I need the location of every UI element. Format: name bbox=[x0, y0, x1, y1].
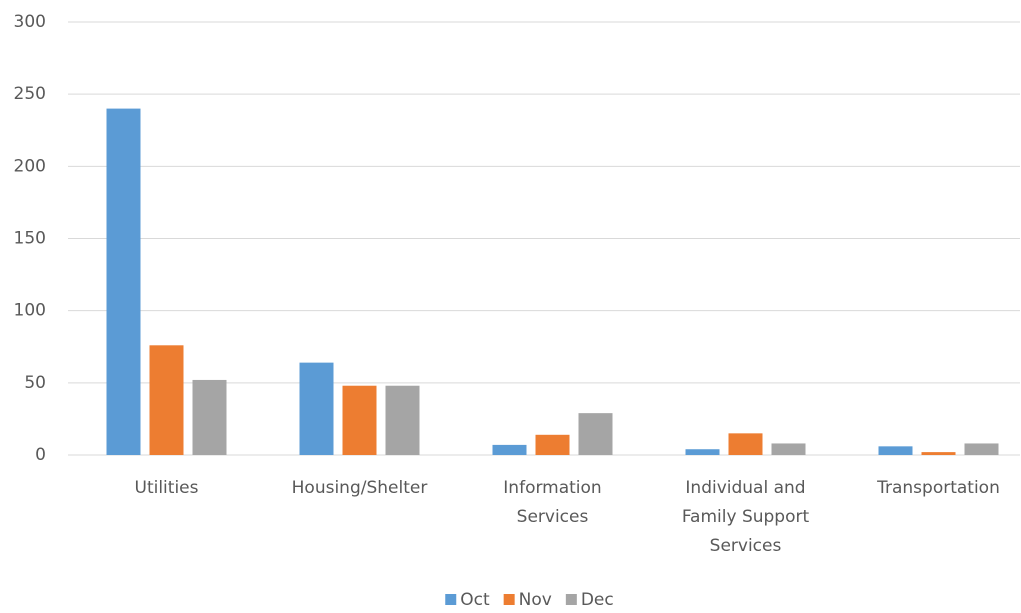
x-tick-label: Housing/Shelter bbox=[292, 478, 428, 498]
bar bbox=[106, 108, 141, 455]
legend: Oct Nov Dec bbox=[445, 590, 614, 610]
bar bbox=[385, 385, 420, 455]
x-tick-label: Transportation bbox=[876, 478, 1000, 498]
bar bbox=[964, 443, 999, 455]
legend-label: Dec bbox=[581, 590, 614, 609]
x-tick-label: Information Services bbox=[503, 478, 601, 527]
y-tick-label: 250 bbox=[14, 84, 46, 104]
y-tick-label: 50 bbox=[24, 373, 46, 393]
legend-swatch bbox=[565, 594, 577, 605]
bar bbox=[578, 413, 613, 455]
bar bbox=[921, 452, 956, 455]
legend-swatch bbox=[503, 594, 515, 605]
legend-label: Oct bbox=[460, 590, 490, 609]
bar bbox=[299, 362, 334, 455]
bar bbox=[342, 385, 377, 455]
y-tick-label: 0 bbox=[35, 445, 46, 465]
bar bbox=[492, 444, 527, 455]
bar bbox=[878, 446, 913, 455]
bar bbox=[771, 443, 806, 455]
bar bbox=[149, 345, 184, 455]
bar bbox=[192, 379, 227, 455]
x-tick-label: Individual and Family Support Services bbox=[682, 478, 810, 556]
legend-swatch bbox=[445, 594, 457, 605]
bar bbox=[728, 433, 763, 455]
y-tick-label: 100 bbox=[14, 301, 46, 321]
y-tick-label: 300 bbox=[14, 12, 46, 32]
y-tick-label: 200 bbox=[14, 156, 46, 176]
legend-label: Nov bbox=[519, 590, 552, 609]
x-tick-label: Utilities bbox=[135, 478, 199, 498]
y-tick-label: 150 bbox=[14, 229, 46, 249]
bar bbox=[685, 449, 720, 455]
bar bbox=[535, 434, 570, 455]
